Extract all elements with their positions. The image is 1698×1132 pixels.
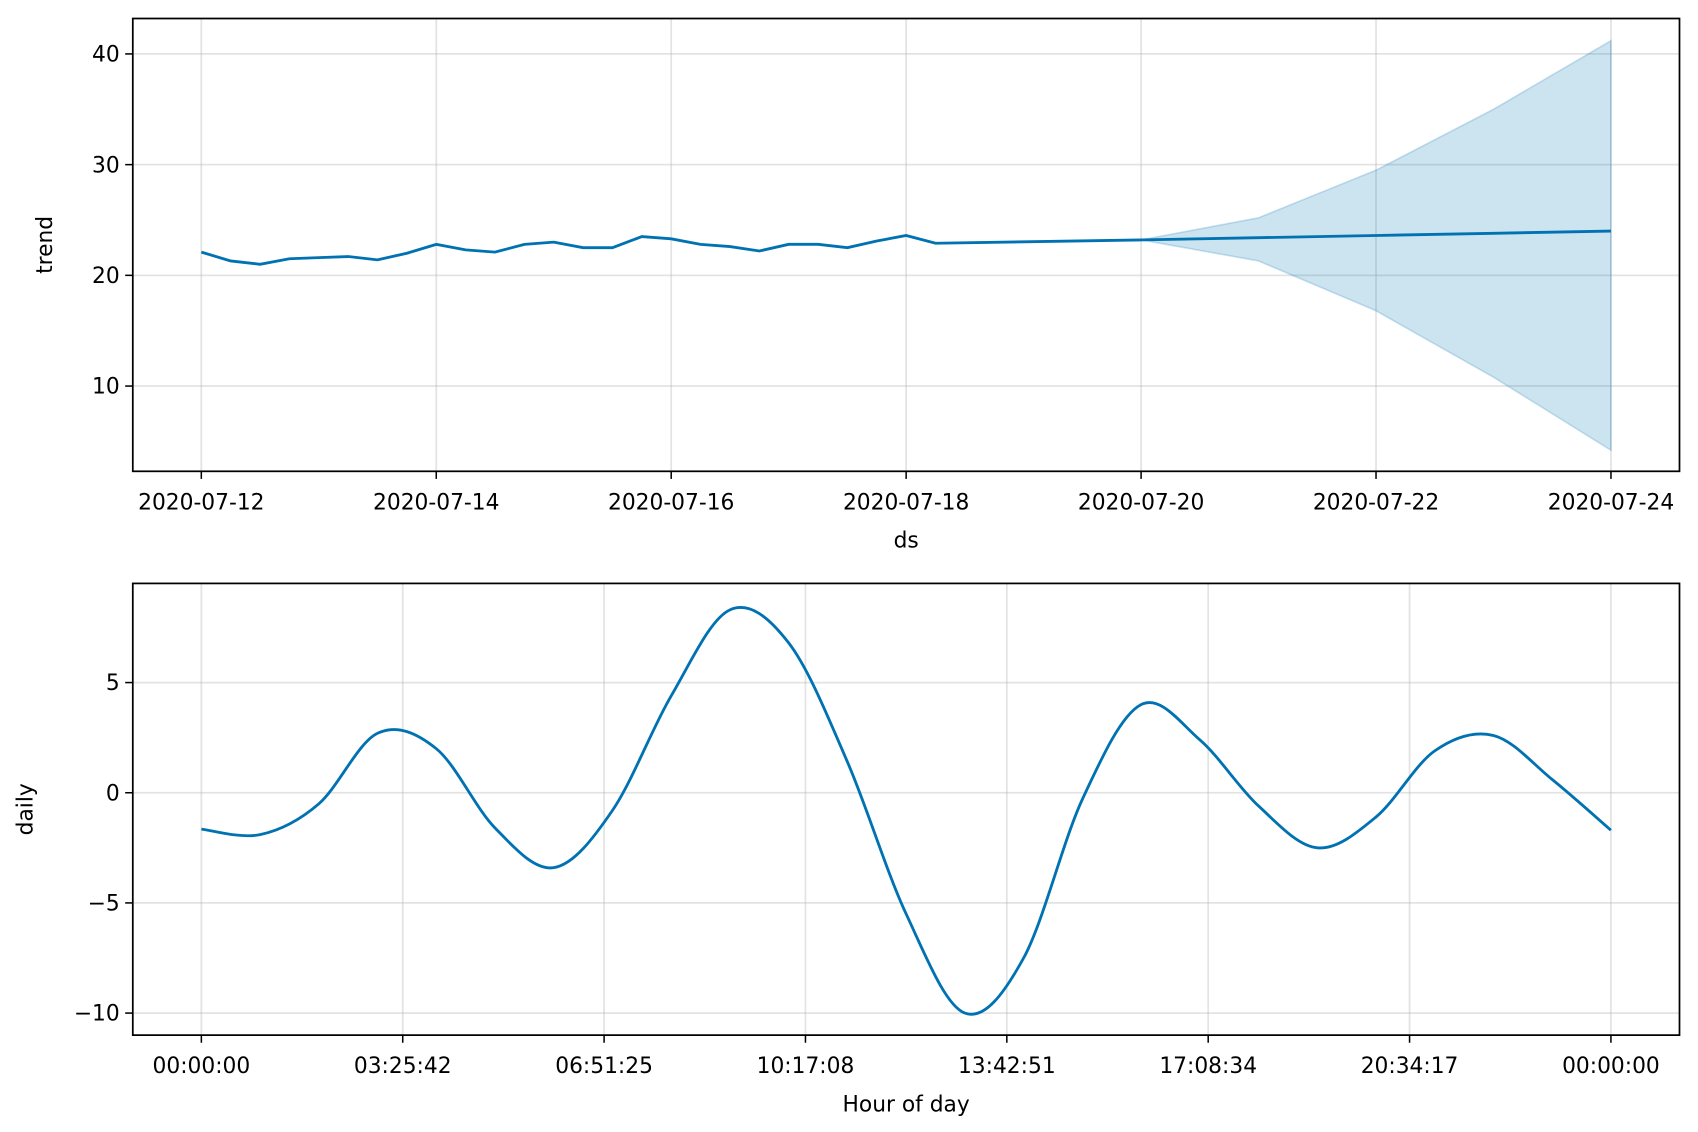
trend-line [200, 229, 1611, 266]
y-axis-label: trend [33, 216, 58, 274]
y-tick-label: −5 [88, 892, 120, 917]
x-axis-label: Hour of day [843, 1092, 970, 1117]
x-tick-label: 2020-07-22 [1313, 490, 1439, 515]
x-tick-label: 2020-07-18 [843, 490, 969, 515]
y-tick-label: 30 [92, 153, 120, 178]
x-tick-label: 10:17:08 [757, 1054, 855, 1079]
x-tick-label: 06:51:25 [555, 1054, 653, 1079]
y-tick-label: 0 [106, 781, 120, 806]
x-tick-label: 00:00:00 [1562, 1054, 1660, 1079]
x-tick-label: 00:00:00 [153, 1054, 251, 1079]
x-tick-label: 03:25:42 [354, 1054, 452, 1079]
y-tick-label: 20 [92, 264, 120, 289]
x-tick-label: 13:42:51 [958, 1054, 1056, 1079]
y-tick-label: 40 [92, 43, 120, 68]
y-tick-label: 10 [92, 375, 120, 400]
x-tick-label: 2020-07-20 [1078, 490, 1204, 515]
uncertainty-band [1140, 39, 1612, 452]
x-tick-label: 2020-07-12 [138, 490, 264, 515]
plot-frame [131, 582, 1681, 1036]
plot-frame [131, 17, 1681, 473]
x-tick-label: 2020-07-16 [608, 490, 734, 515]
x-tick-label: 17:08:34 [1159, 1054, 1257, 1079]
x-tick-label: 2020-07-14 [373, 490, 499, 515]
y-axis-label: daily [14, 783, 39, 835]
y-tick-label: 5 [106, 671, 120, 696]
y-tick-label: −10 [74, 1002, 120, 1027]
x-tick-label: 20:34:17 [1361, 1054, 1459, 1079]
x-tick-label: 2020-07-24 [1548, 490, 1674, 515]
trend-line [201, 606, 1612, 1016]
x-axis-label: ds [894, 528, 919, 553]
